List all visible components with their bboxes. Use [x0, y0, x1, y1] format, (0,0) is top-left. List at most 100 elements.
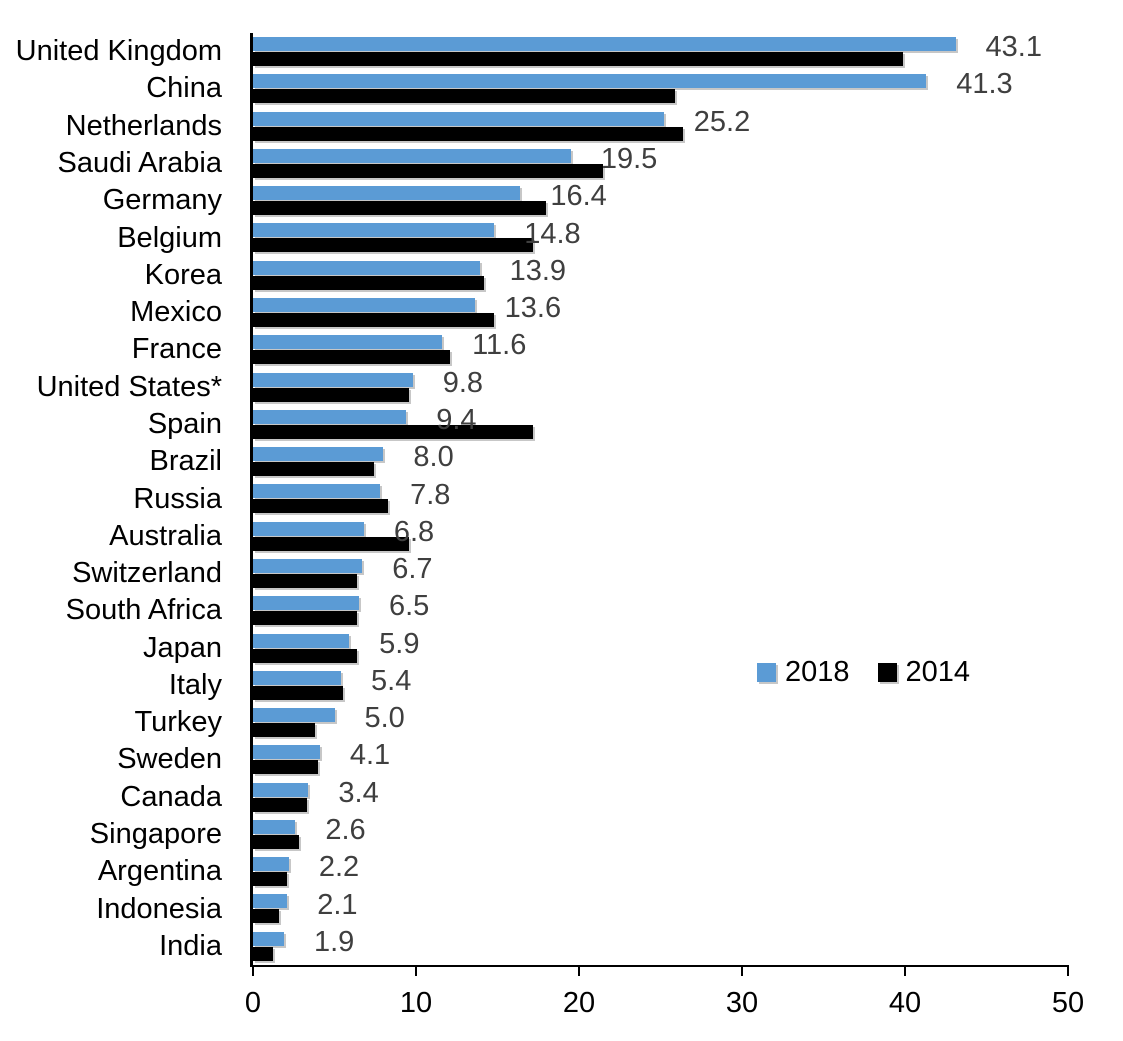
bar-2014 — [253, 723, 315, 738]
bar-2018 — [253, 894, 288, 909]
bar-2018 — [253, 931, 284, 946]
value-label: 2.6 — [325, 814, 366, 847]
bar-2018 — [253, 596, 359, 611]
bar-2018 — [253, 558, 363, 573]
bar-2018 — [253, 186, 521, 201]
category-label: Brazil — [149, 445, 222, 478]
value-label: 3.4 — [338, 776, 379, 809]
category-label: Turkey — [134, 706, 222, 739]
legend-label-2018: 2018 — [785, 656, 850, 688]
bar-2014 — [253, 611, 358, 626]
bar-group: 9.4 — [253, 405, 1068, 443]
value-label: 1.9 — [313, 925, 355, 958]
bar-2018 — [253, 521, 364, 536]
bar-2018 — [253, 484, 381, 499]
category-label: Korea — [144, 258, 222, 291]
bar-2018 — [253, 37, 956, 51]
bar-2018 — [253, 857, 289, 872]
bar-2018 — [253, 782, 309, 797]
x-tick-mark — [904, 965, 906, 976]
bar-2018 — [253, 409, 407, 424]
bar-2014 — [253, 387, 410, 402]
bar-2014 — [253, 685, 343, 700]
x-tick-label: 40 — [888, 987, 922, 1019]
category-label: Netherlands — [65, 109, 222, 142]
value-label: 6.7 — [392, 553, 433, 586]
bar-group: 5.9 — [253, 629, 1068, 667]
value-label: 41.3 — [956, 68, 1013, 101]
bar-2014 — [253, 499, 389, 514]
value-label: 4.1 — [349, 739, 391, 772]
bar-2018 — [253, 708, 335, 723]
category-label: Belgium — [117, 221, 222, 254]
x-tick-label: 20 — [562, 987, 596, 1019]
bar-2018 — [253, 633, 350, 648]
bar-group: 8.0 — [253, 443, 1068, 480]
bar-2014 — [253, 89, 676, 104]
x-tick-mark — [415, 965, 417, 976]
legend-swatch-2014 — [877, 663, 897, 682]
bar-2018 — [253, 745, 320, 760]
bar-group: 5.4 — [253, 666, 1068, 704]
bar-2018 — [253, 819, 296, 834]
bar-group: 11.6 — [253, 331, 1068, 368]
value-label: 2.2 — [318, 851, 360, 884]
bar-2018 — [253, 447, 384, 462]
bar-2018 — [253, 670, 342, 685]
category-label: Italy — [168, 668, 222, 701]
category-label: Canada — [120, 780, 222, 813]
bar-group: 2.2 — [253, 853, 1068, 890]
bar-2014 — [253, 52, 904, 66]
bar-2018 — [253, 223, 495, 238]
category-label: United States* — [36, 370, 222, 403]
bar-2014 — [253, 238, 534, 253]
bar-2014 — [253, 201, 547, 216]
x-axis-line — [250, 965, 1068, 967]
value-label: 6.8 — [393, 515, 435, 548]
value-label: 9.8 — [442, 366, 484, 399]
x-tick-label: 50 — [1051, 987, 1085, 1019]
bar-2014 — [253, 760, 319, 775]
bar-2014 — [253, 797, 307, 812]
x-tick-mark — [578, 965, 580, 976]
bar-group: 41.3 — [253, 70, 1068, 107]
bar-2014 — [253, 163, 604, 178]
bar-2018 — [253, 74, 927, 89]
bar-group: 4.1 — [253, 741, 1068, 778]
value-label: 7.8 — [410, 478, 451, 511]
bar-2014 — [253, 834, 299, 849]
category-label: Russia — [133, 482, 222, 515]
value-label: 13.6 — [504, 292, 562, 325]
bar-group: 1.9 — [253, 927, 1068, 965]
bar-2018 — [253, 111, 664, 126]
category-label: China — [146, 72, 222, 105]
category-label: South Africa — [65, 594, 222, 627]
bar-2014 — [253, 424, 534, 439]
bar-2014 — [253, 275, 485, 290]
value-label: 16.4 — [550, 180, 607, 213]
value-label: 5.4 — [371, 664, 412, 697]
plot-area: 43.1 41.3 25.2 19.5 16.4 14.8 13.9 13.6 11.6 9.8 9… — [250, 33, 1068, 965]
bar-group: 2.1 — [253, 890, 1068, 927]
bar-group: 13.9 — [253, 256, 1068, 294]
bar-group: 7.8 — [253, 480, 1068, 517]
x-tick-mark — [741, 965, 743, 976]
legend-swatch-2018 — [757, 663, 776, 682]
bar-2014 — [253, 872, 288, 887]
bar-2014 — [253, 648, 358, 663]
legend: 2018 2014 — [757, 658, 970, 687]
category-label: United Kingdom — [15, 35, 222, 68]
x-tick-label: 10 — [399, 987, 433, 1019]
value-label: 2.1 — [317, 888, 358, 921]
bar-2018 — [253, 297, 475, 312]
bar-2014 — [253, 126, 684, 141]
value-label: 5.0 — [364, 702, 405, 735]
category-label: India — [159, 929, 222, 962]
value-label: 13.9 — [509, 254, 567, 287]
bar-2014 — [253, 462, 374, 477]
category-label: Spain — [147, 407, 222, 440]
value-label: 19.5 — [600, 142, 658, 175]
bar-group: 6.8 — [253, 517, 1068, 555]
category-label: Switzerland — [72, 557, 222, 590]
bar-group: 16.4 — [253, 182, 1068, 219]
